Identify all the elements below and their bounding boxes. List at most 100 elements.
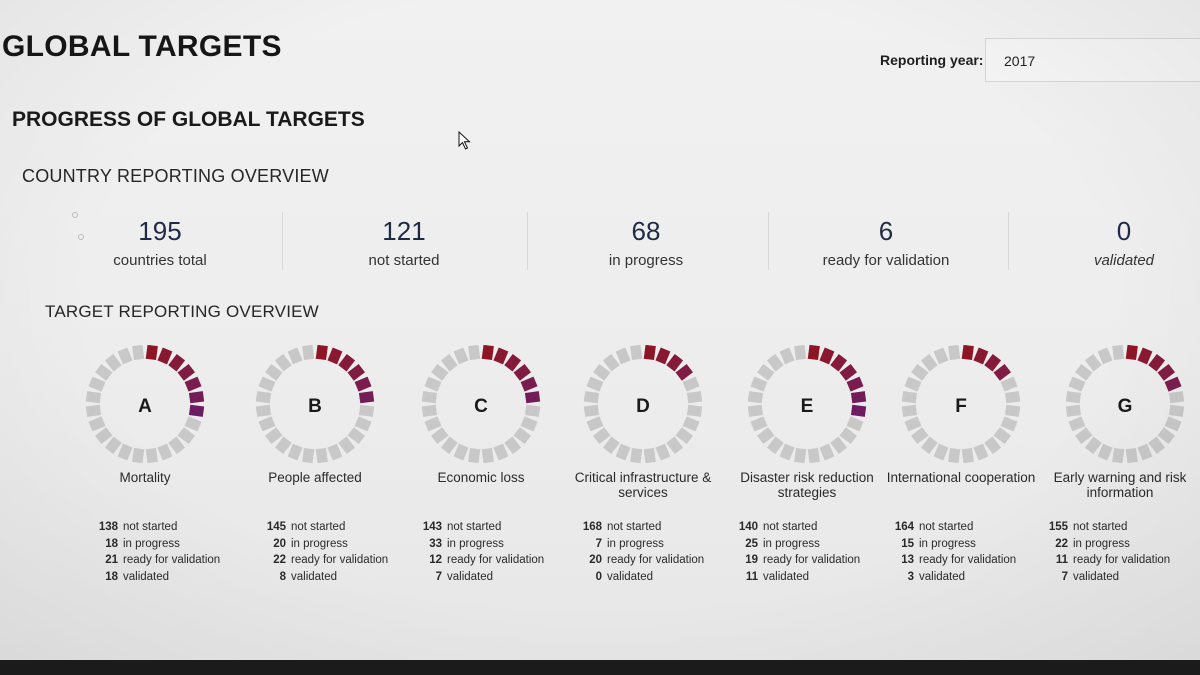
target-stat-row: 13 ready for validation: [888, 554, 1016, 571]
ring-segment-empty: [1168, 391, 1185, 404]
ring-segment-filled: [819, 347, 835, 365]
dot-icon: [72, 212, 78, 218]
target-name: Mortality: [119, 470, 171, 485]
ring-segment-filled: [524, 391, 541, 404]
ring-segment-empty: [1004, 404, 1021, 417]
target-stat-row: 11 ready for validation: [1042, 554, 1170, 571]
ring-segment-empty: [747, 404, 764, 417]
ring-segment-empty: [830, 436, 848, 454]
ring-segment-empty: [274, 436, 292, 454]
ring-segment-empty: [424, 376, 442, 392]
stat-label: validated: [291, 570, 338, 583]
ring-segment-empty: [1000, 376, 1018, 392]
ring-segment-empty: [933, 443, 949, 461]
ring-segment-empty: [750, 376, 768, 392]
ring-segment-empty: [747, 391, 764, 404]
ring-segment-empty: [504, 436, 522, 454]
target-stats: 145 not started 20 in progress 22 ready for…: [260, 521, 388, 587]
ring-segment-filled: [1137, 347, 1153, 365]
target-name: Early warning and risk information: [1053, 470, 1187, 500]
ring-segment-filled: [520, 376, 538, 392]
stat-value: 0: [1116, 216, 1132, 246]
stat-label: validated: [447, 570, 494, 583]
ring-segment-empty: [1168, 404, 1185, 417]
global-targets-page: GLOBAL TARGETS Reporting year: 2017 PROG…: [0, 0, 1200, 660]
stat-label: in progress: [1073, 537, 1130, 550]
stat-count: 22: [273, 554, 286, 566]
stat-label: not started: [447, 521, 502, 533]
ring-segment-empty: [258, 416, 276, 432]
ring-segment-empty: [95, 427, 113, 445]
ring-segment-filled: [666, 354, 684, 372]
ring-segment-empty: [424, 416, 442, 432]
ring-segment-empty: [481, 447, 494, 464]
target-name: Critical infrastructure & services: [574, 470, 712, 500]
ring-segment-empty: [1068, 416, 1086, 432]
stat-count: 143: [422, 521, 442, 533]
stat-label: ready for validation: [1073, 554, 1171, 566]
stat-count: 7: [1061, 570, 1068, 583]
reporting-year-select[interactable]: 2017: [985, 38, 1200, 82]
ring-segment-filled: [973, 347, 989, 365]
stat-divider: [768, 212, 769, 270]
ring-segment-filled: [643, 344, 656, 361]
ring-segment-empty: [794, 344, 807, 361]
ring-segment-empty: [948, 447, 961, 464]
target-stat-row: 20 ready for validation: [576, 554, 704, 571]
target-stat-row: 22 in progress: [1042, 538, 1170, 555]
target-letter: B: [308, 396, 322, 417]
ring-segment-empty: [421, 404, 438, 417]
stat-count: 25: [745, 537, 758, 550]
target-progress-ring: B: [255, 344, 375, 464]
target-stat-row: 140 not started: [732, 521, 860, 538]
target-overview-title: TARGET REPORTING OVERVIEW: [45, 302, 319, 321]
stat-label: not started: [607, 521, 662, 533]
ring-segment-empty: [117, 347, 133, 365]
target-stat-row: 18 in progress: [92, 538, 220, 555]
stat-count: 7: [595, 537, 602, 550]
target-progress-ring: F: [901, 344, 1021, 464]
ring-segment-empty: [440, 436, 458, 454]
stat-count: 168: [582, 521, 602, 533]
ring-segment-empty: [1097, 347, 1113, 365]
ring-segment-empty: [904, 376, 922, 392]
target-stat-row: 7 validated: [416, 571, 544, 588]
reporting-year-value: 2017: [1004, 53, 1036, 69]
ring-segment-filled: [157, 347, 173, 365]
ring-segment-empty: [1137, 443, 1153, 461]
stat-count: 155: [1048, 521, 1068, 533]
ring-segment-empty: [520, 416, 538, 432]
target-stats: 164 not started 15 in progress 13 ready for…: [888, 521, 1016, 587]
target-letter: E: [801, 396, 814, 417]
stat-label: validated: [1093, 252, 1155, 269]
ring-segment-empty: [255, 404, 272, 417]
ring-segment-empty: [901, 391, 918, 404]
ring-segment-empty: [468, 447, 481, 464]
ring-segment-filled: [850, 391, 867, 404]
target-name: People affected: [268, 470, 362, 485]
ring-segment-empty: [184, 416, 202, 432]
ring-segment-empty: [586, 416, 604, 432]
ring-segment-empty: [682, 376, 700, 392]
target-progress-ring: D: [583, 344, 703, 464]
ring-segment-empty: [686, 391, 703, 404]
ring-segment-filled: [358, 391, 375, 404]
ring-segment-filled: [839, 363, 857, 381]
ring-segment-empty: [655, 443, 671, 461]
stat-label: not started: [1073, 521, 1128, 533]
stat-value: 121: [382, 216, 426, 246]
ring-segment-empty: [933, 347, 949, 365]
ring-segment-filled: [177, 363, 195, 381]
stat-count: 33: [429, 537, 442, 550]
ring-segment-filled: [1125, 344, 1138, 361]
target-stat-row: 7 validated: [1042, 571, 1170, 588]
ring-segment-empty: [1075, 427, 1093, 445]
ring-segment-filled: [1148, 354, 1166, 372]
stat-label: ready for validation: [291, 554, 389, 566]
stat-count: 164: [894, 521, 914, 533]
ring-segment-empty: [630, 344, 643, 361]
stat-count: 22: [1055, 537, 1068, 550]
ring-segment-empty: [347, 427, 365, 445]
ring-segment-empty: [961, 447, 974, 464]
target-name: Disaster risk reduction strategies: [740, 470, 874, 500]
